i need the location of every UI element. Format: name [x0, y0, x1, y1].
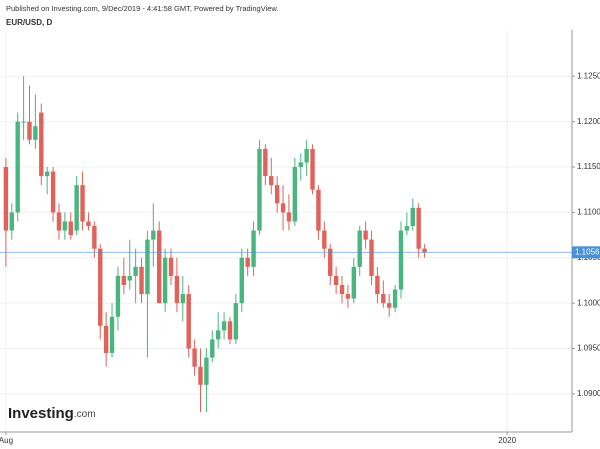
- candle-body: [168, 257, 174, 276]
- last-price-label: 1.1056: [575, 247, 600, 256]
- candle-body: [221, 321, 227, 331]
- candle-body: [322, 230, 327, 249]
- candle-body: [68, 221, 73, 236]
- candle-body: [192, 348, 197, 367]
- candle-body: [375, 275, 380, 295]
- candle-body: [86, 221, 91, 227]
- candle-body: [115, 275, 121, 317]
- candle-body: [21, 121, 26, 123]
- candle-body: [422, 248, 427, 253]
- candle-body: [416, 207, 421, 249]
- candle-body: [56, 212, 62, 231]
- candle-body: [298, 162, 303, 168]
- candle-body: [103, 325, 109, 354]
- y-tick-label: 1.0900: [577, 389, 600, 398]
- candle-body: [62, 221, 68, 231]
- candle-body: [174, 275, 180, 304]
- y-tick-label: 1.1000: [577, 298, 600, 307]
- candle-body: [27, 121, 32, 140]
- candle-body: [251, 230, 256, 267]
- y-tick-label: 1.1200: [577, 117, 600, 126]
- candle-body: [310, 148, 315, 190]
- candle-body: [328, 248, 333, 276]
- candle-body: [304, 148, 309, 163]
- candle-body: [210, 339, 215, 358]
- candle-body: [280, 203, 286, 213]
- candle-body: [363, 230, 368, 240]
- y-tick-label: 1.1100: [577, 208, 600, 217]
- last-price-box: [572, 246, 600, 259]
- y-tick-label: 1.1250: [577, 71, 600, 80]
- candle-body: [316, 189, 321, 231]
- y-tick-label: 1.1150: [577, 162, 600, 171]
- candle-body: [357, 230, 362, 267]
- candle-body: [157, 230, 162, 304]
- candle-body: [204, 357, 209, 385]
- candle-body: [162, 257, 168, 304]
- candle-body: [133, 266, 138, 276]
- candle-body: [44, 171, 50, 177]
- candle-body: [80, 185, 85, 222]
- chart-title: EUR/USD, D: [6, 18, 52, 27]
- candle-body: [257, 148, 262, 231]
- candle-body: [109, 316, 115, 354]
- candle-body: [3, 167, 9, 231]
- candle-body: [92, 226, 97, 249]
- candle-body: [392, 289, 398, 308]
- y-tick-label: 1.0950: [577, 344, 600, 353]
- candle-body: [333, 275, 339, 285]
- candle-body: [145, 239, 150, 295]
- candle-body: [274, 185, 280, 204]
- candle-body: [286, 212, 292, 222]
- candle-body: [227, 321, 233, 340]
- candle-body: [139, 266, 144, 295]
- candle-body: [386, 303, 392, 308]
- candle-body: [233, 303, 239, 340]
- candle-body: [404, 226, 410, 231]
- candle-body: [186, 294, 191, 349]
- x-tick-label: 2020: [498, 436, 516, 445]
- candle-body: [351, 266, 357, 299]
- candle-body: [215, 330, 221, 340]
- candle-body: [263, 148, 268, 177]
- candle-body: [15, 121, 20, 213]
- candle-body: [50, 171, 56, 213]
- candle-body: [151, 230, 156, 240]
- candle-body: [239, 257, 244, 304]
- candle-body: [98, 248, 103, 326]
- candle-body: [33, 126, 38, 140]
- candle-body: [180, 294, 186, 304]
- candle-body: [245, 257, 250, 267]
- x-tick-label: Aug: [0, 436, 13, 445]
- logo-suffix: .com: [74, 409, 96, 420]
- candle-body: [345, 294, 351, 299]
- candle-body: [74, 185, 79, 231]
- candle-body: [127, 275, 132, 281]
- logo: Investing.com: [8, 405, 96, 422]
- logo-text: Investing: [8, 405, 74, 422]
- candle-body: [398, 230, 404, 290]
- candle-body: [198, 366, 203, 385]
- header: Published on Investing.com, 9/Dec/2019 -…: [6, 4, 279, 13]
- candle-body: [39, 112, 44, 177]
- candle-body: [9, 212, 14, 231]
- candle-body: [292, 167, 298, 222]
- candle-body: [269, 176, 274, 186]
- candle-body: [381, 294, 386, 304]
- candle-body: [410, 207, 415, 227]
- candle-body: [369, 239, 374, 276]
- candle-body: [121, 275, 127, 285]
- candle-body: [339, 284, 345, 295]
